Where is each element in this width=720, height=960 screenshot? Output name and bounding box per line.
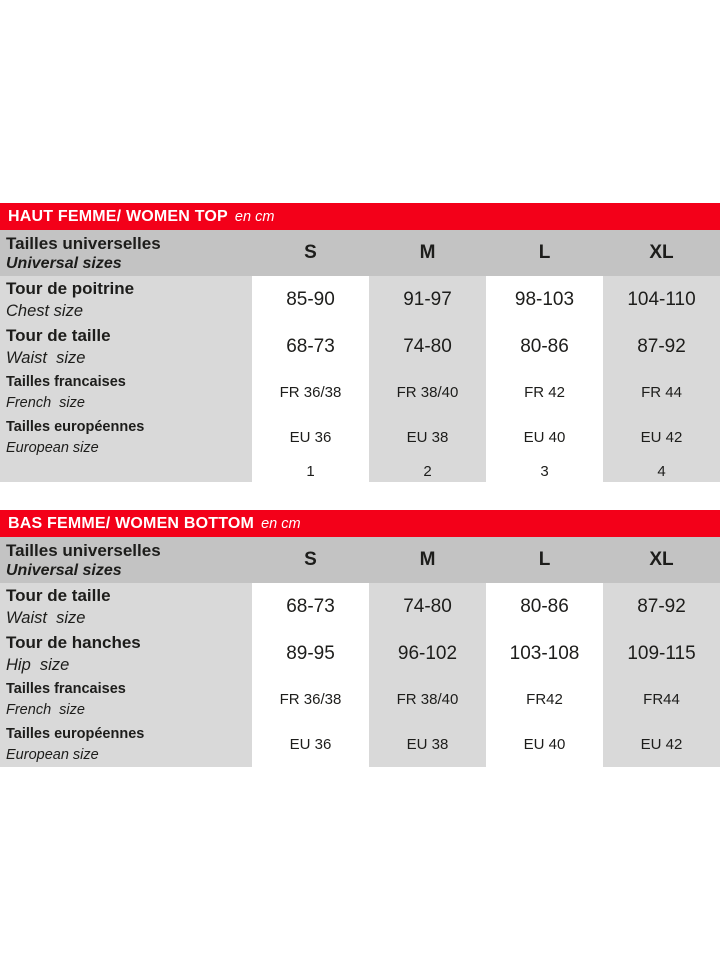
banner-unit: en cm <box>261 515 301 532</box>
row-label-en: French size <box>6 394 85 411</box>
row-label-en: European size <box>6 439 99 456</box>
size-value-cell: 3 <box>540 462 549 480</box>
table-row-waist: Tour de taille Waist size 68-73 74-80 80… <box>0 583 720 630</box>
row-label-cell: Tailles francaises French size <box>0 677 252 722</box>
banner-title: HAUT FEMME/ WOMEN TOP <box>8 207 228 225</box>
size-value-cell: EU 40 <box>523 736 566 753</box>
table-row-waist: Tour de taille Waist size 68-73 74-80 80… <box>0 323 720 370</box>
row-label-en: Waist size <box>6 608 86 627</box>
row-label-cell: Tour de poitrine Chest size <box>0 276 252 323</box>
banner-title: BAS FEMME/ WOMEN BOTTOM <box>8 514 255 532</box>
row-label-cell: Tour de taille Waist size <box>0 323 252 370</box>
size-value-cell: 2 <box>369 460 486 482</box>
row-label-fr: Tour de poitrine <box>6 278 135 298</box>
column-header-s: S <box>252 537 369 583</box>
size-value-cell: FR 36/38 <box>279 384 342 401</box>
section-banner-top: HAUT FEMME/ WOMEN TOP en cm <box>0 203 720 230</box>
size-value-cell: 85-90 <box>286 288 335 310</box>
size-value-cell: 80-86 <box>520 335 569 357</box>
size-value-cell: FR 42 <box>524 384 565 401</box>
row-label-en: Hip size <box>6 655 70 674</box>
size-value-cell: 96-102 <box>369 630 486 677</box>
column-header-xl: XL <box>603 537 720 583</box>
size-value-cell: EU 38 <box>369 415 486 460</box>
column-header-l: L <box>486 537 603 583</box>
size-value-cell: 98-103 <box>514 288 575 310</box>
row-label-cell: Tailles européennes European size <box>0 415 252 460</box>
size-value-cell: FR44 <box>603 677 720 722</box>
size-value-cell: EU 42 <box>603 415 720 460</box>
header-label-fr: Tailles universelles <box>6 540 161 560</box>
row-label-fr: Tailles européennes <box>6 725 145 742</box>
column-header-l: L <box>486 230 603 276</box>
table-row-french-size: Tailles francaises French size FR 36/38 … <box>0 677 720 722</box>
size-value-cell: EU 38 <box>369 722 486 767</box>
size-value-cell: 91-97 <box>369 276 486 323</box>
size-value-cell: EU 36 <box>289 429 332 446</box>
row-label-en: Chest size <box>6 301 84 320</box>
row-label-en: French size <box>6 701 85 718</box>
size-value-cell: FR 36/38 <box>279 691 342 708</box>
row-label-fr: Tour de taille <box>6 325 111 345</box>
row-label-fr: Tour de hanches <box>6 632 141 652</box>
column-header-m: M <box>369 537 486 583</box>
row-label-cell: Tailles européennes European size <box>0 722 252 767</box>
size-value-cell: EU 36 <box>289 736 332 753</box>
table-row-european-size: Tailles européennes European size EU 36 … <box>0 722 720 767</box>
size-table-top: Tailles universelles Universal sizes S M… <box>0 230 720 482</box>
row-label-fr: Tailles francaises <box>6 373 126 390</box>
column-header-xl: XL <box>603 230 720 276</box>
section-women-top: HAUT FEMME/ WOMEN TOP en cm Tailles univ… <box>0 203 720 482</box>
size-value-cell: 68-73 <box>286 595 335 617</box>
size-value-cell: EU 40 <box>523 429 566 446</box>
table-header-row: Tailles universelles Universal sizes S M… <box>0 537 720 583</box>
row-label-cell: Tour de taille Waist size <box>0 583 252 630</box>
size-value-cell: 1 <box>306 462 315 480</box>
size-value-cell: 109-115 <box>603 630 720 677</box>
table-row-hip: Tour de hanches Hip size 89-95 96-102 10… <box>0 630 720 677</box>
row-label-en: European size <box>6 746 99 763</box>
size-value-cell: 87-92 <box>603 323 720 370</box>
row-label-cell: Tailles francaises French size <box>0 370 252 415</box>
size-value-cell: 87-92 <box>603 583 720 630</box>
size-value-cell: FR 38/40 <box>369 677 486 722</box>
section-banner-bottom: BAS FEMME/ WOMEN BOTTOM en cm <box>0 510 720 537</box>
row-label-en: Waist size <box>6 348 86 367</box>
size-value-cell: 103-108 <box>509 642 580 664</box>
row-label-cell: Tour de hanches Hip size <box>0 630 252 677</box>
size-table-bottom: Tailles universelles Universal sizes S M… <box>0 537 720 767</box>
size-value-cell: FR 38/40 <box>369 370 486 415</box>
header-corner-label: Tailles universelles Universal sizes <box>0 537 252 583</box>
table-row-french-size: Tailles francaises French size FR 36/38 … <box>0 370 720 415</box>
size-value-cell: 74-80 <box>369 583 486 630</box>
size-value-cell: 89-95 <box>286 642 335 664</box>
table-header-row: Tailles universelles Universal sizes S M… <box>0 230 720 276</box>
column-header-m: M <box>369 230 486 276</box>
table-row-european-size: Tailles européennes European size EU 36 … <box>0 415 720 460</box>
header-label-en: Universal sizes <box>6 254 122 272</box>
size-value-cell: 68-73 <box>286 335 335 357</box>
size-value-cell: FR42 <box>526 691 563 708</box>
size-value-cell: 4 <box>603 460 720 482</box>
row-label-fr: Tailles européennes <box>6 418 145 435</box>
table-row-size-index: 1 2 3 4 <box>0 460 720 482</box>
size-value-cell: 104-110 <box>603 276 720 323</box>
size-value-cell: EU 42 <box>603 722 720 767</box>
section-women-bottom: BAS FEMME/ WOMEN BOTTOM en cm Tailles un… <box>0 510 720 767</box>
size-value-cell: 80-86 <box>520 595 569 617</box>
row-label-cell-empty <box>0 460 252 482</box>
row-label-fr: Tailles francaises <box>6 680 126 697</box>
header-label-en: Universal sizes <box>6 561 122 579</box>
banner-unit: en cm <box>234 208 275 225</box>
size-value-cell: FR 44 <box>603 370 720 415</box>
size-value-cell: 74-80 <box>369 323 486 370</box>
table-row-chest: Tour de poitrine Chest size 85-90 91-97 … <box>0 276 720 323</box>
header-corner-label: Tailles universelles Universal sizes <box>0 230 252 276</box>
row-label-fr: Tour de taille <box>6 585 111 605</box>
header-label-fr: Tailles universelles <box>6 233 161 253</box>
column-header-s: S <box>252 230 369 276</box>
